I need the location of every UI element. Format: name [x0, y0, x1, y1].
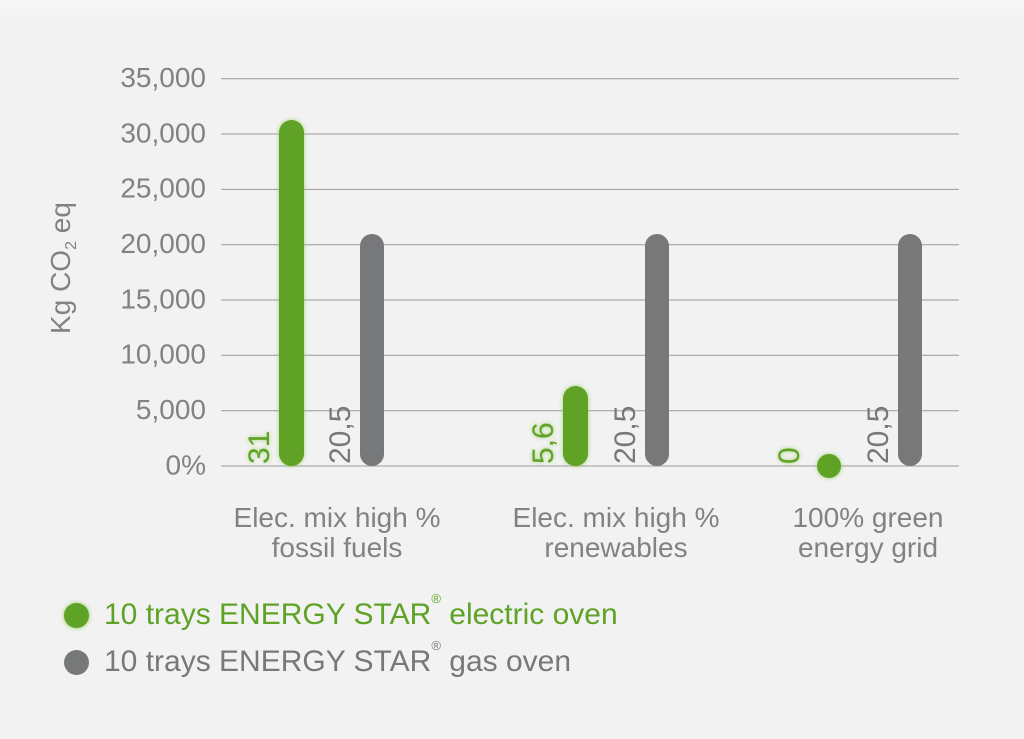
svg-text:20,5: 20,5 [862, 406, 895, 464]
svg-text:10,000: 10,000 [120, 339, 206, 370]
svg-text:5,6: 5,6 [527, 422, 560, 464]
svg-text:15,000: 15,000 [120, 283, 206, 314]
svg-text:Elec. mix high %: Elec. mix high % [234, 502, 441, 533]
svg-text:30,000: 30,000 [120, 117, 206, 148]
svg-text:Kg CO2 eq: Kg CO2 eq [45, 202, 80, 334]
svg-text:energy grid: energy grid [798, 532, 938, 563]
svg-text:5,000: 5,000 [136, 394, 206, 425]
svg-text:20,5: 20,5 [609, 406, 642, 464]
svg-text:25,000: 25,000 [120, 173, 206, 204]
svg-text:100% green: 100% green [792, 502, 943, 533]
svg-text:0: 0 [773, 447, 806, 464]
svg-text:31: 31 [243, 431, 276, 464]
svg-text:0%: 0% [166, 449, 206, 480]
svg-text:fossil fuels: fossil fuels [272, 532, 403, 563]
svg-text:20,5: 20,5 [324, 406, 357, 464]
svg-text:35,000: 35,000 [120, 62, 206, 93]
svg-text:renewables: renewables [544, 532, 687, 563]
svg-text:Elec. mix high %: Elec. mix high % [513, 502, 720, 533]
svg-text:20,000: 20,000 [120, 228, 206, 259]
